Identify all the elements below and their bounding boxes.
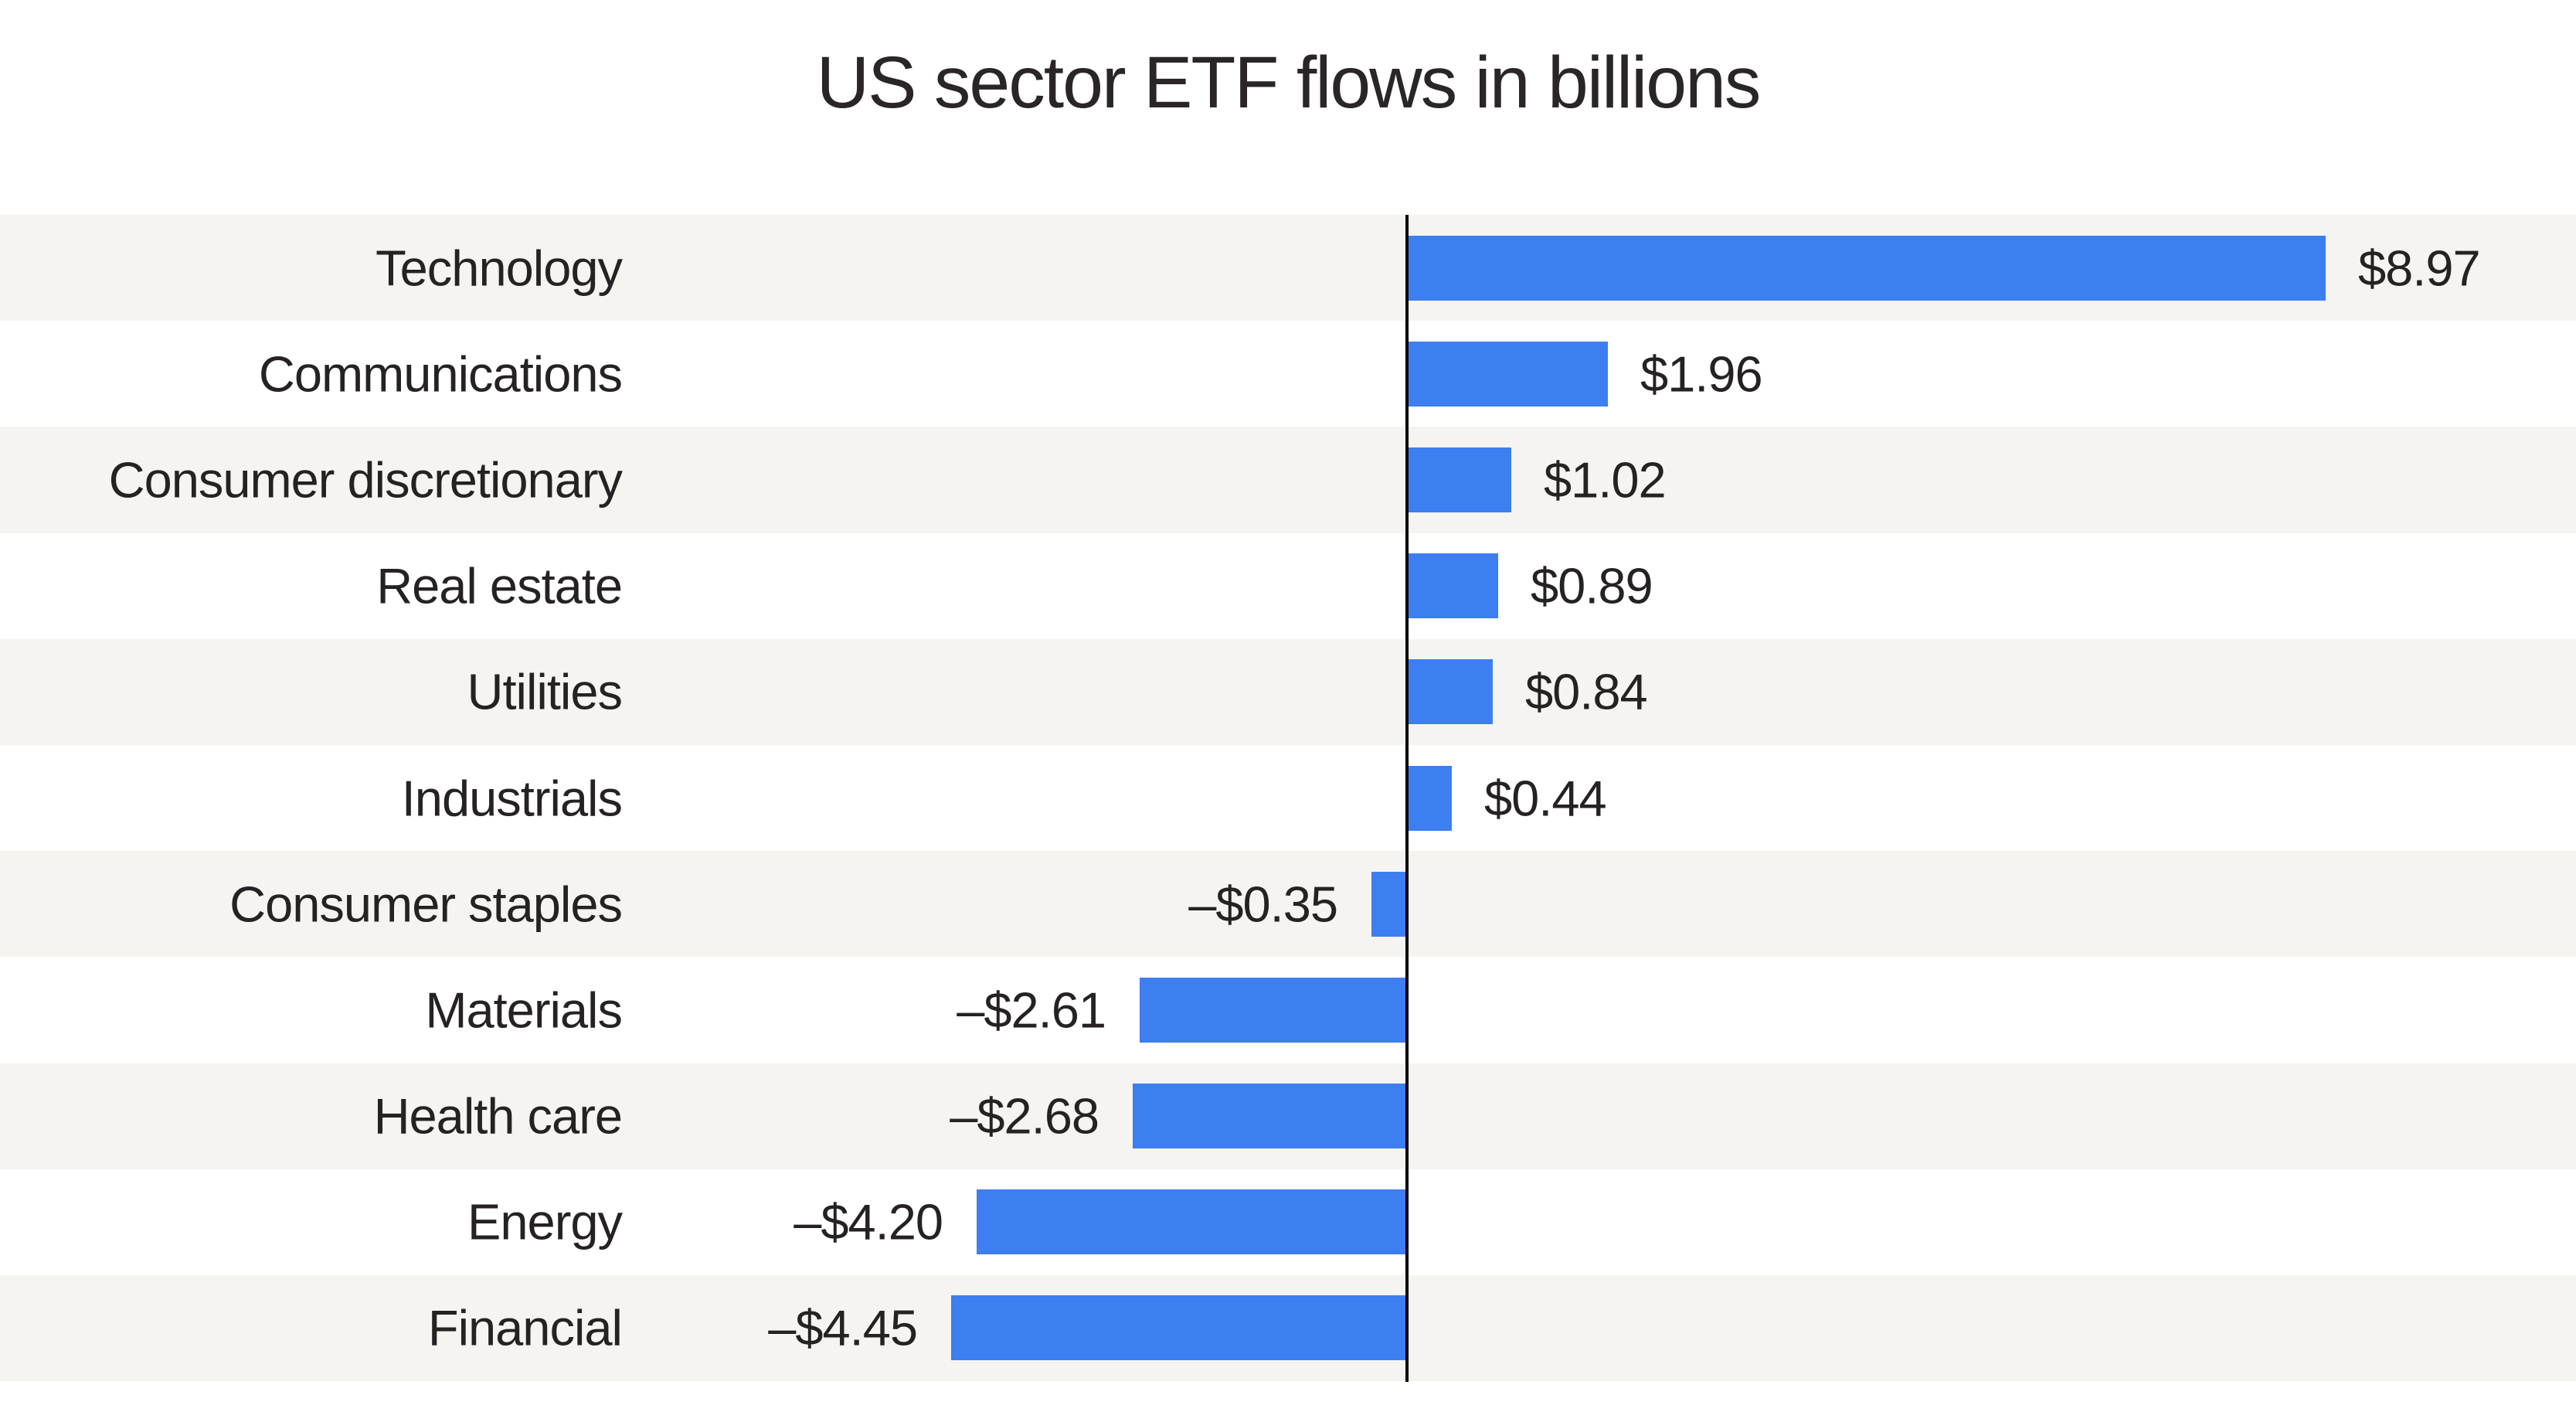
bar — [1407, 341, 1608, 407]
value-label: $1.96 — [1640, 345, 1763, 403]
category-label: Communications — [258, 345, 623, 403]
category-label: Materials — [425, 982, 623, 1039]
value-label: $0.84 — [1525, 663, 1648, 720]
chart-row: Materials –$2.61 — [0, 957, 2576, 1063]
chart-row: Health care –$2.68 — [0, 1063, 2576, 1169]
chart-row: Energy –$4.20 — [0, 1169, 2576, 1275]
value-label: –$0.35 — [1188, 876, 1338, 933]
category-label: Industrials — [401, 770, 623, 827]
bar — [951, 1295, 1407, 1361]
category-label: Consumer discretionary — [108, 451, 623, 509]
value-label: $1.02 — [1544, 451, 1667, 509]
category-label: Consumer staples — [229, 876, 623, 933]
bar — [977, 1189, 1407, 1255]
category-label: Financial — [427, 1299, 623, 1356]
category-label: Real estate — [376, 557, 623, 614]
value-label: –$2.61 — [957, 982, 1106, 1039]
bar — [1407, 765, 1452, 831]
category-label: Technology — [376, 240, 623, 297]
chart-row: Communications $1.96 — [0, 321, 2576, 427]
category-label: Energy — [467, 1193, 623, 1250]
value-label: $8.97 — [2358, 240, 2481, 297]
bar — [1407, 447, 1511, 512]
bar — [1140, 977, 1407, 1043]
value-label: $0.44 — [1484, 770, 1607, 827]
chart-row: Consumer discretionary $1.02 — [0, 427, 2576, 533]
chart-row: Real estate $0.89 — [0, 532, 2576, 639]
bar — [1407, 235, 2326, 301]
chart-title: US sector ETF flows in billions — [816, 42, 1762, 124]
zero-axis-line — [1405, 215, 1409, 1382]
bar — [1371, 871, 1407, 937]
category-label: Health care — [373, 1087, 623, 1145]
chart-row: Technology $8.97 — [0, 215, 2576, 322]
chart-row: Financial –$4.45 — [0, 1274, 2576, 1382]
chart-rows: Technology $8.97 Communications $1.96 Consum… — [0, 215, 2576, 1382]
chart-row: Industrials $0.44 — [0, 744, 2576, 852]
chart-row: Consumer staples –$0.35 — [0, 851, 2576, 958]
category-label: Utilities — [467, 663, 623, 720]
value-label: –$2.68 — [950, 1087, 1099, 1145]
chart-row: Utilities $0.84 — [0, 638, 2576, 745]
value-label: –$4.20 — [794, 1193, 943, 1250]
bar — [1133, 1084, 1407, 1149]
value-label: $0.89 — [1531, 557, 1653, 614]
bar — [1407, 659, 1493, 725]
bar — [1407, 553, 1498, 619]
value-label: –$4.45 — [768, 1299, 918, 1356]
